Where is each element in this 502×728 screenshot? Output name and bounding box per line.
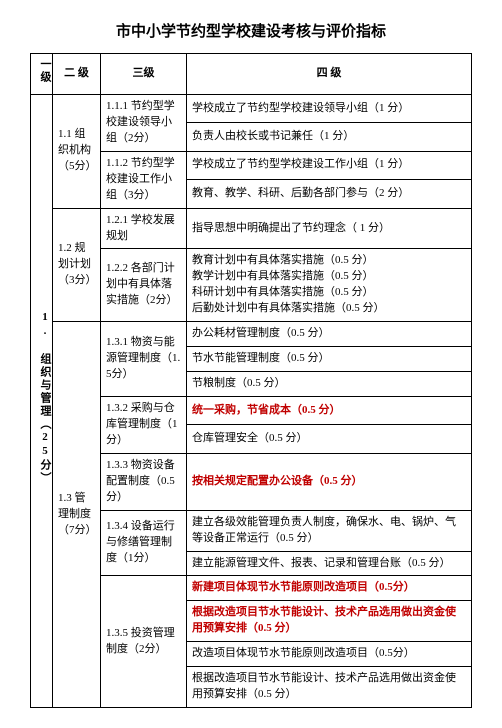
cell-l4: 办公耗材管理制度（0.5 分）	[187, 322, 472, 347]
cell-l4: 建立能源管理文件、报表、记录和管理台账（0.5 分）	[187, 551, 472, 576]
cell-l2: 1.3 管理制度（7分）	[53, 322, 101, 708]
cell-l4: 建立各级效能管理负责人制度，确保水、电、锅炉、气等设备正常运行（0.5 分）	[187, 510, 472, 551]
cell-l4: 节水节能管理制度（0.5 分）	[187, 347, 472, 372]
cell-l3: 1.3.1 物资与能源管理制度（1.5分）	[101, 322, 187, 397]
header-l3: 三级	[101, 54, 187, 95]
cell-l4: 学校成立了节约型学校建设领导小组（1 分）	[187, 94, 472, 122]
page-title: 市中小学节约型学校建设考核与评价指标	[30, 20, 472, 41]
cell-l3: 1.3.5 投资管理制度（2分）	[101, 576, 187, 708]
cell-l4: 教育计划中有具体落实措施（0.5 分） 教学计划中有具体落实措施（0.5 分） …	[187, 249, 472, 322]
cell-l3: 1.2.1 学校发展规划	[101, 208, 187, 249]
cell-l4: 学校成立了节约型学校建设工作小组（1 分）	[187, 151, 472, 179]
evaluation-table: 一级 二 级 三级 四 级 1. 组织与管理（25分） 1.1 组织机构（5分）…	[30, 53, 472, 708]
cell-l3: 1.2.2 各部门计划中有具体落实措施（2分）	[101, 249, 187, 322]
table-row: 1.2 规划计划（3分） 1.2.1 学校发展规划 指导思想中明确提出了节约理念…	[31, 208, 472, 249]
cell-l2: 1.1 组织机构（5分）	[53, 94, 101, 208]
header-l4: 四 级	[187, 54, 472, 95]
cell-line: 后勤处计划中有具体落实措施（0.5 分）	[192, 301, 466, 317]
cell-l3: 1.1.2 节约型学校建设工作小组（3分）	[101, 151, 187, 208]
table-row: 1.3 管理制度（7分） 1.3.1 物资与能源管理制度（1.5分） 办公耗材管…	[31, 322, 472, 347]
header-row: 一级 二 级 三级 四 级	[31, 54, 472, 95]
cell-l4: 统一采购，节省成本（0.5 分）	[187, 397, 472, 425]
cell-line: 科研计划中有具体落实措施（0.5 分）	[192, 285, 466, 301]
cell-l2: 1.2 规划计划（3分）	[53, 208, 101, 322]
header-l2: 二 级	[53, 54, 101, 95]
cell-l4: 改造项目体现节水节能原则改造项目（0.5分）	[187, 642, 472, 667]
cell-l4: 按相关规定配置办公设备（0.5 分）	[187, 453, 472, 510]
cell-line: 教学计划中有具体落实措施（0.5 分）	[192, 269, 466, 285]
cell-l4: 根据改造项目节水节能设计、技术产品选用做出资金使用预算安排（0.5 分）	[187, 667, 472, 708]
cell-line: 教育计划中有具体落实措施（0.5 分）	[192, 253, 466, 269]
cell-l3: 1.3.3 物资设备配置制度（0.5分）	[101, 453, 187, 510]
table-row: 1. 组织与管理（25分） 1.1 组织机构（5分） 1.1.1 节约型学校建设…	[31, 94, 472, 122]
cell-l4: 新建项目体现节水节能原则改造项目（0.5分）	[187, 576, 472, 601]
cell-l4: 教育、教学、科研、后勤各部门参与（2 分）	[187, 180, 472, 208]
cell-l4: 指导思想中明确提出了节约理念（ 1 分）	[187, 208, 472, 249]
header-l1: 一级	[31, 54, 53, 95]
cell-l3: 1.1.1 节约型学校建设领导小组（2分）	[101, 94, 187, 151]
cell-l3: 1.3.2 采购与仓库管理制度（1分）	[101, 397, 187, 454]
cell-l4: 仓库管理安全（0.5 分）	[187, 425, 472, 453]
cell-l1: 1. 组织与管理（25分）	[31, 94, 53, 707]
cell-l3: 1.3.4 设备运行与修缮管理制度（1分）	[101, 510, 187, 576]
cell-l4: 节粮制度（0.5 分）	[187, 372, 472, 397]
cell-l4: 根据改造项目节水节能设计、技术产品选用做出资金使用预算安排（0.5 分）	[187, 601, 472, 642]
cell-l4: 负责人由校长或书记兼任（1 分）	[187, 123, 472, 151]
